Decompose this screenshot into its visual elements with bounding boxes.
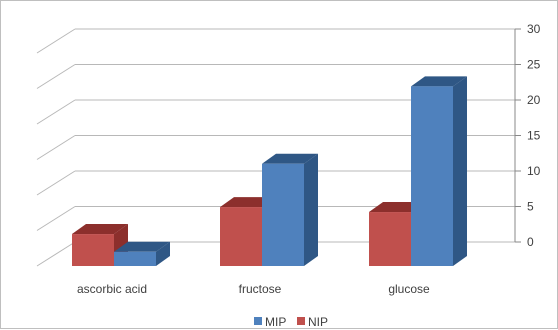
gridline-depth	[36, 64, 76, 89]
bar-front	[369, 212, 411, 266]
bar-mip-ascorbic-acid	[114, 241, 170, 266]
category-labels: ascorbic acid fructose glucose	[77, 282, 430, 296]
bar-top	[72, 224, 128, 235]
bar-front	[411, 86, 453, 267]
y-tick-label: 30	[527, 22, 541, 36]
bar-side	[304, 153, 318, 266]
gridline-depth	[36, 170, 76, 196]
bar-front	[72, 234, 114, 266]
gridline-depth	[36, 241, 76, 267]
legend-swatch	[297, 317, 305, 325]
bar-top	[262, 153, 318, 164]
bar-mip-fructose	[262, 153, 318, 266]
bar-front	[220, 207, 262, 266]
legend-label: MIP	[265, 315, 286, 329]
y-tick-label: 10	[527, 164, 541, 178]
gridline-depth	[36, 135, 76, 160]
y-tick-label: 5	[527, 200, 534, 214]
y-tick-label: 0	[527, 235, 534, 249]
y-tick-label: 25	[527, 58, 541, 72]
legend-item-nip: NIP	[297, 315, 328, 329]
legend: MIP NIP	[254, 315, 328, 329]
bar-top	[411, 76, 467, 87]
legend-item-mip: MIP	[254, 315, 286, 329]
legend-swatch	[254, 317, 262, 325]
bar-side	[156, 241, 170, 266]
bar-front	[114, 251, 156, 266]
category-label: glucose	[388, 282, 430, 296]
gridline-depth	[36, 28, 76, 54]
gridline-depth	[36, 206, 76, 231]
bar-side	[453, 76, 467, 267]
bars	[72, 76, 467, 267]
y-tick-label: 15	[527, 129, 541, 143]
bar-mip-glucose	[411, 76, 467, 267]
y-axis: 0 5 10 15 20 25 30	[514, 22, 541, 249]
bar-front	[262, 163, 304, 266]
bar-top	[114, 241, 170, 252]
category-label: ascorbic acid	[77, 282, 147, 296]
y-tick-label: 20	[527, 93, 541, 107]
legend-label: NIP	[308, 315, 328, 329]
gridline-depth	[36, 99, 76, 125]
category-label: fructose	[239, 282, 282, 296]
